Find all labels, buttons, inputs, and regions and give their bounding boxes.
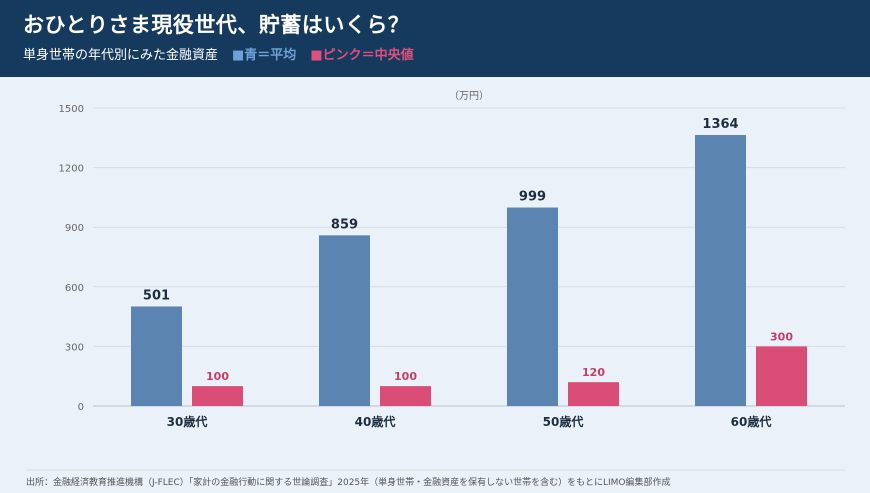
y-tick-label: 0 [78, 402, 84, 413]
bar-median [380, 386, 431, 406]
data-label-mean: 1364 [702, 117, 738, 132]
data-label-mean: 501 [143, 288, 170, 303]
y-tick-label: 300 [65, 342, 84, 353]
bar-median [756, 346, 807, 406]
bar-mean [695, 135, 746, 406]
bar-mean [319, 235, 370, 406]
legend-median: ■ピンク＝中央値 [310, 48, 414, 63]
x-tick-label: 30歳代 [167, 414, 208, 429]
y-tick-label: 1500 [59, 104, 84, 115]
bar-mean [131, 306, 182, 406]
data-label-median: 100 [206, 370, 229, 383]
bar-mean [507, 207, 558, 406]
y-tick-label: 600 [65, 283, 84, 294]
x-tick-label: 40歳代 [355, 414, 396, 429]
chart-title: おひとりさま現役世代、貯蓄はいくら？ [23, 13, 410, 37]
data-label-mean: 999 [519, 190, 546, 205]
y-unit-label: （万円） [449, 90, 489, 102]
legend-mean: ■青＝平均 [232, 48, 297, 63]
y-tick-label: 900 [65, 223, 84, 234]
data-label-median: 120 [582, 366, 605, 379]
bar-median [568, 382, 619, 406]
bar-chart: （万円） 0 300 600 900 1200 1500 501 100 30歳代 859 100 40… [26, 90, 845, 471]
y-tick-label: 1200 [59, 164, 84, 175]
data-label-mean: 859 [331, 217, 358, 232]
chart-subtitle: 単身世帯の年代別にみた金融資産 ■青＝平均 ■ピンク＝中央値 [23, 44, 414, 63]
bar-median [192, 386, 243, 406]
header-banner: おひとりさま現役世代、貯蓄はいくら？ 単身世帯の年代別にみた金融資産 ■青＝平均 ■… [0, 0, 870, 77]
data-label-median: 100 [394, 370, 417, 383]
x-tick-label: 50歳代 [543, 414, 584, 429]
x-tick-label: 60歳代 [731, 414, 772, 429]
data-label-median: 300 [770, 330, 793, 343]
source-note: 出所：金融経済教育推進機構（J-FLEC）「家計の金融行動に関する世論調査」20… [26, 478, 671, 488]
subtitle-text: 単身世帯の年代別にみた金融資産 [23, 48, 219, 63]
